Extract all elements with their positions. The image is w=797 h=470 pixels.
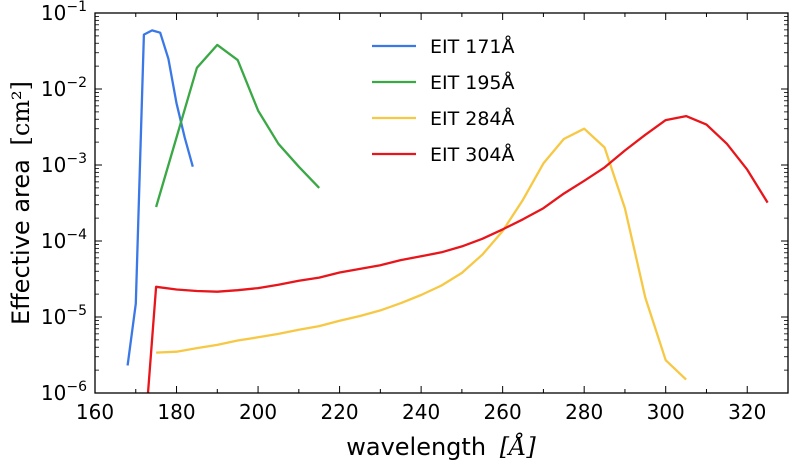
y-tick-exponent: −6 bbox=[66, 379, 87, 395]
series-line-3 bbox=[146, 114, 769, 393]
x-axis-title: wavelength [Å] bbox=[346, 432, 536, 461]
y-tick-exponent: −1 bbox=[66, 0, 87, 15]
plot-frame bbox=[94, 12, 789, 394]
y-axis-title: Effective area [cm²] bbox=[7, 81, 35, 325]
y-tick-exponent: −5 bbox=[66, 303, 87, 319]
y-tick-base: 10 bbox=[41, 77, 66, 101]
y-tick-label: 10−4 bbox=[41, 227, 87, 253]
x-tick-label: 300 bbox=[647, 400, 685, 424]
axis-tick-labels: 160 180 200 220 240 260 280 300 32010−610−510−41… bbox=[41, 0, 766, 424]
y-tick-base: 10 bbox=[41, 229, 66, 253]
x-tick-label: 320 bbox=[728, 400, 766, 424]
axis-ticks bbox=[94, 12, 788, 394]
y-tick-base: 10 bbox=[41, 305, 66, 329]
legend: EIT 171Å EIT 195Å EIT 284Å EIT 304Å bbox=[372, 35, 515, 166]
y-tick-label: 10−3 bbox=[41, 151, 87, 177]
y-tick-exponent: −2 bbox=[66, 75, 87, 91]
y-tick-exponent: −4 bbox=[66, 227, 87, 243]
series-lines bbox=[126, 29, 769, 393]
y-tick-label: 10−1 bbox=[41, 0, 87, 25]
legend-label-3: EIT 304Å bbox=[430, 143, 515, 166]
x-tick-label: 280 bbox=[565, 400, 603, 424]
series-line-1 bbox=[154, 43, 321, 208]
y-tick-base: 10 bbox=[41, 381, 66, 405]
x-tick-label: 240 bbox=[402, 400, 440, 424]
y-tick-base: 10 bbox=[41, 1, 66, 25]
y-axis-label: Effective area bbox=[7, 159, 35, 325]
x-tick-label: 220 bbox=[320, 400, 358, 424]
series-line-0 bbox=[126, 29, 194, 366]
x-tick-label: 200 bbox=[239, 400, 277, 424]
legend-label-1: EIT 195Å bbox=[430, 71, 515, 94]
legend-label-0: EIT 171Å bbox=[430, 35, 515, 58]
x-tick-label: 180 bbox=[157, 400, 195, 424]
y-tick-base: 10 bbox=[41, 153, 66, 177]
y-axis-unit: [cm²] bbox=[7, 81, 35, 146]
y-tick-label: 10−6 bbox=[41, 379, 87, 405]
y-tick-label: 10−5 bbox=[41, 303, 87, 329]
legend-label-2: EIT 284Å bbox=[430, 107, 515, 130]
series-line-2 bbox=[156, 127, 687, 381]
x-tick-label: 260 bbox=[484, 400, 522, 424]
y-tick-exponent: −3 bbox=[66, 151, 87, 167]
x-axis-unit: [Å] bbox=[500, 432, 537, 461]
x-tick-label: 160 bbox=[76, 400, 114, 424]
x-axis-label: wavelength bbox=[346, 433, 486, 461]
y-tick-label: 10−2 bbox=[41, 75, 87, 101]
